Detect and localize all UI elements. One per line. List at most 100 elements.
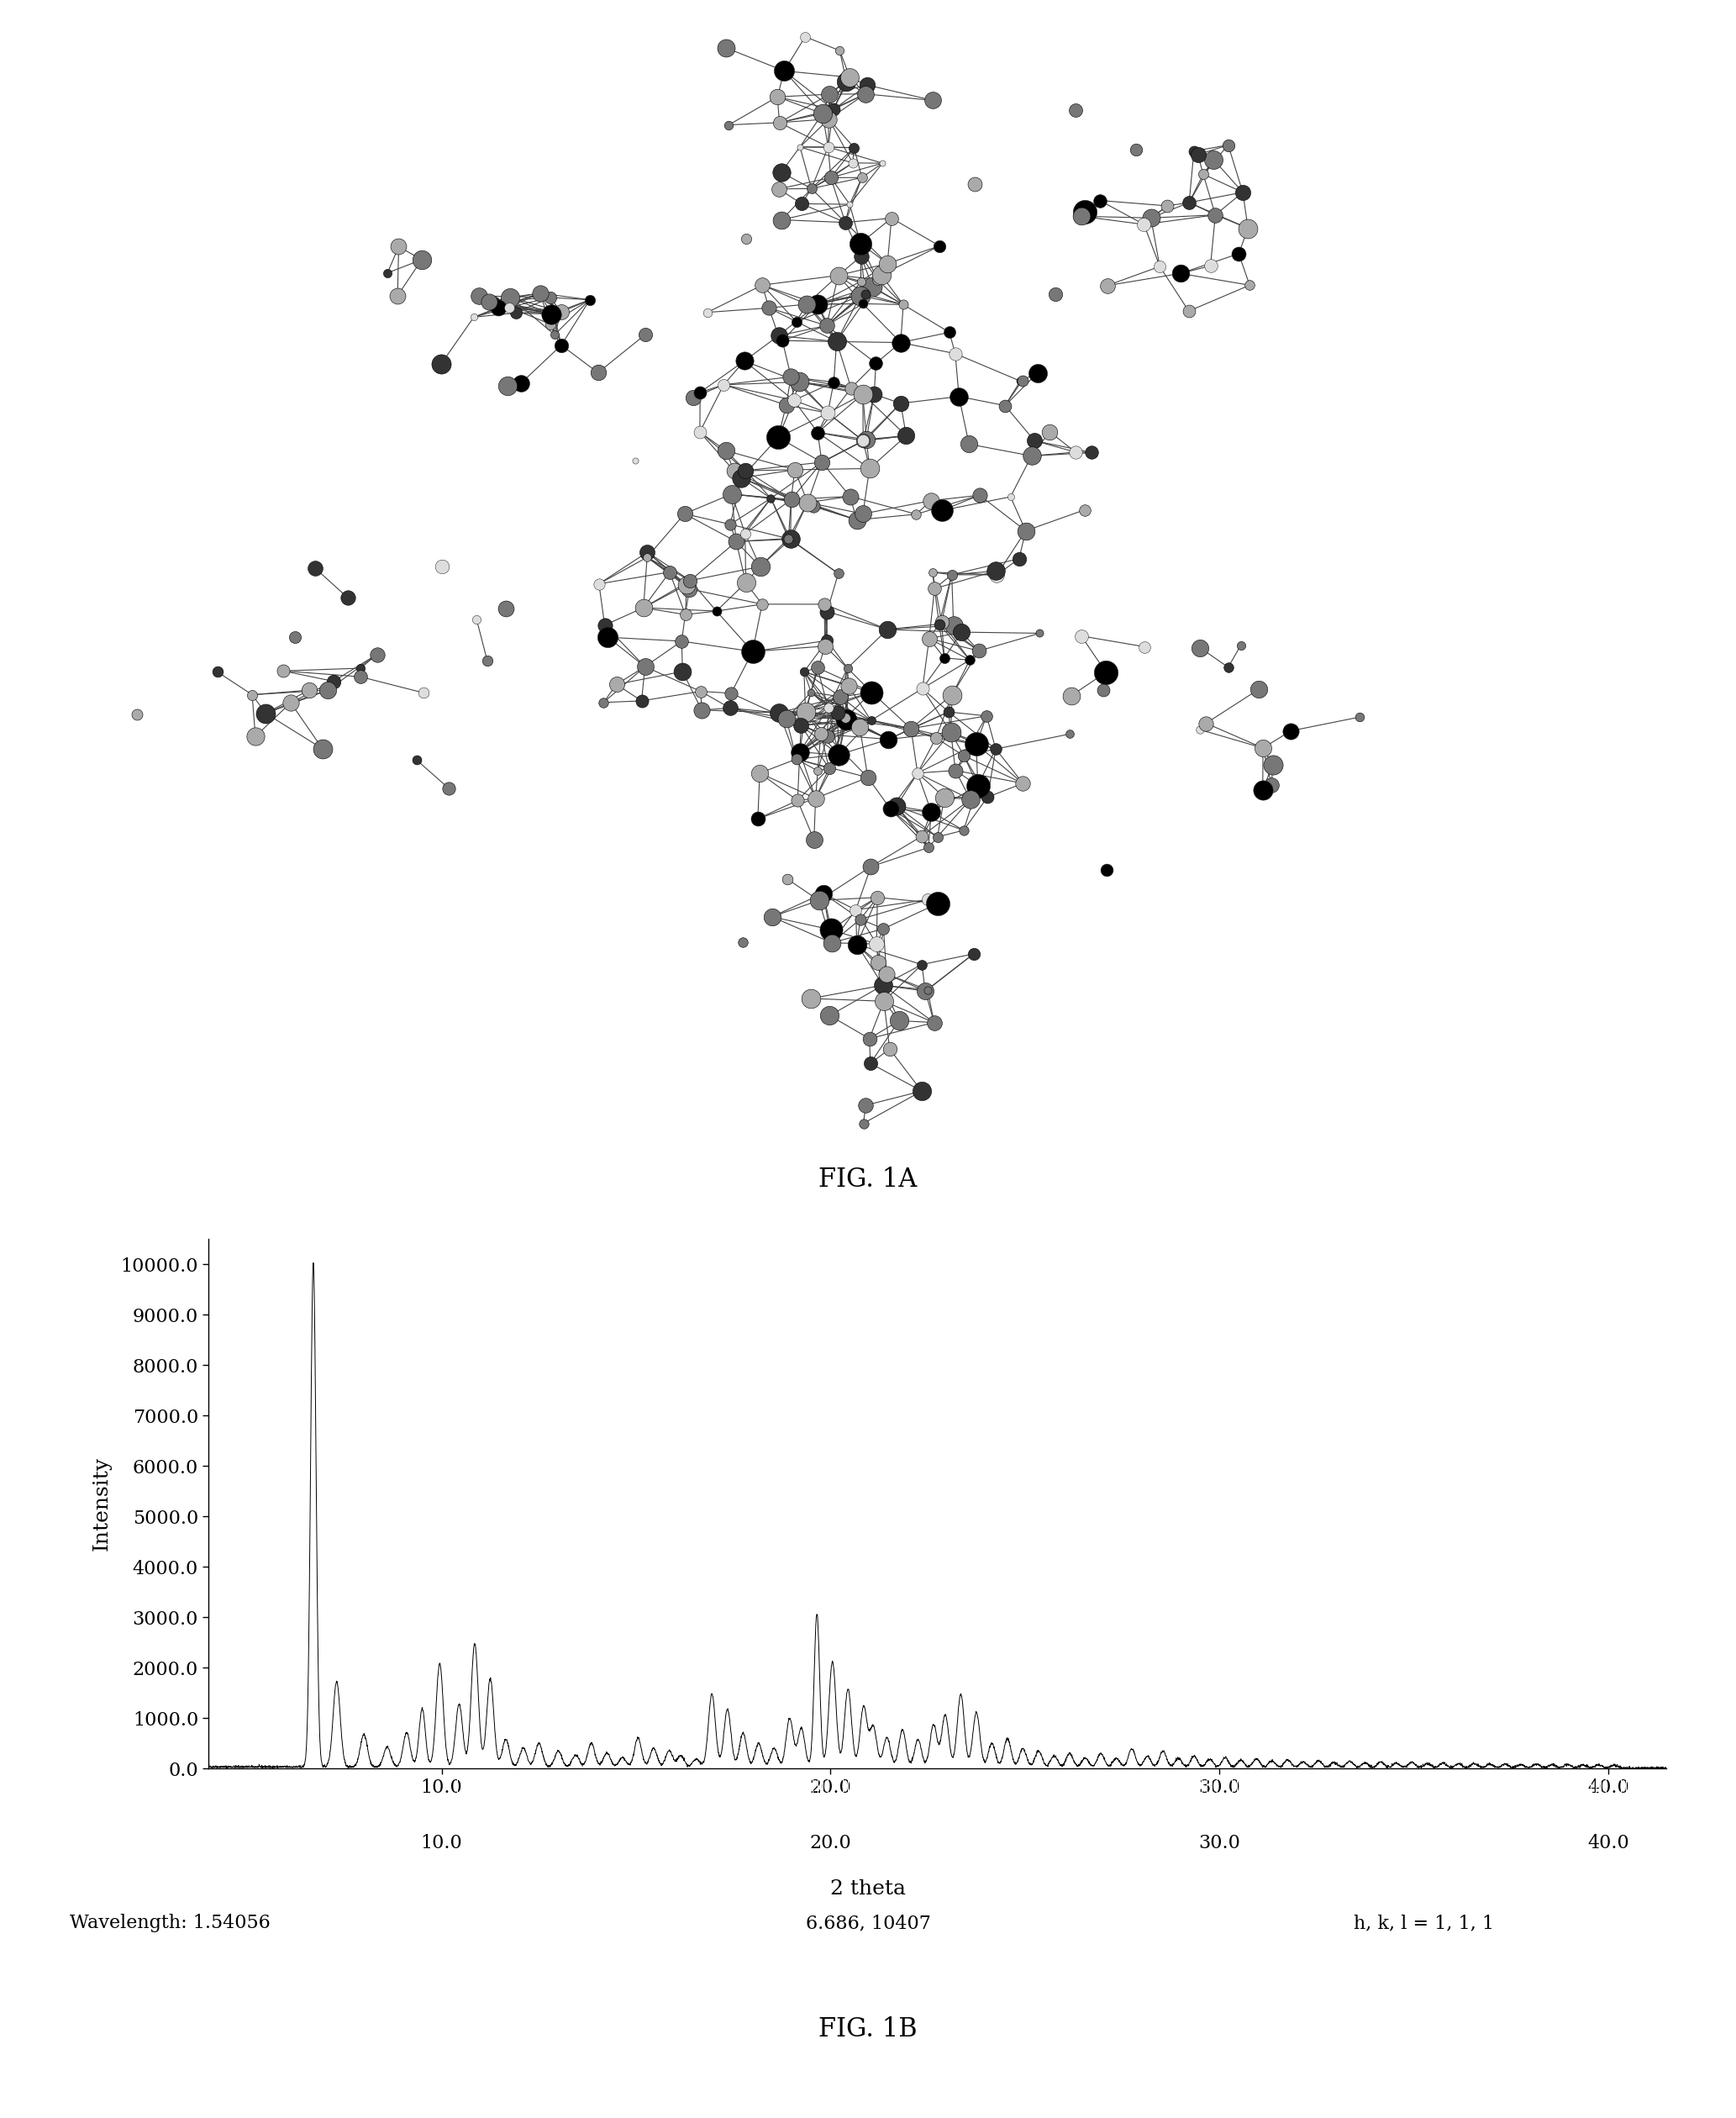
Point bbox=[847, 265, 875, 299]
Point bbox=[858, 849, 885, 883]
Point bbox=[983, 733, 1010, 767]
Point bbox=[703, 595, 731, 629]
Text: 40.0: 40.0 bbox=[1587, 1834, 1628, 1853]
Point bbox=[373, 256, 401, 290]
Point bbox=[833, 703, 861, 737]
Point bbox=[865, 945, 892, 979]
Point bbox=[849, 286, 877, 320]
Point bbox=[764, 421, 792, 455]
Point bbox=[934, 695, 962, 729]
Point bbox=[937, 557, 965, 591]
Point bbox=[1167, 256, 1194, 290]
Point bbox=[816, 998, 844, 1031]
Point bbox=[833, 64, 861, 97]
Point bbox=[536, 280, 564, 313]
Point bbox=[797, 676, 825, 710]
Point bbox=[849, 424, 877, 457]
Point bbox=[939, 608, 967, 642]
Point bbox=[427, 347, 455, 381]
Point bbox=[859, 269, 887, 303]
Point bbox=[1226, 237, 1253, 271]
Point bbox=[1201, 197, 1229, 231]
Point bbox=[804, 288, 832, 322]
Point bbox=[1009, 767, 1036, 801]
Point bbox=[811, 587, 838, 621]
Point bbox=[852, 76, 880, 110]
Point bbox=[920, 1006, 948, 1040]
Point bbox=[929, 493, 957, 527]
Point bbox=[1184, 138, 1212, 172]
Point bbox=[1094, 269, 1121, 303]
Point bbox=[814, 129, 842, 163]
Point bbox=[847, 161, 875, 195]
Point bbox=[863, 263, 891, 297]
Point bbox=[764, 80, 792, 114]
Point bbox=[1123, 133, 1151, 167]
Point bbox=[773, 388, 800, 421]
Point bbox=[1200, 142, 1227, 176]
Point bbox=[781, 453, 809, 487]
Point bbox=[774, 521, 802, 555]
Point bbox=[875, 1031, 903, 1065]
Point bbox=[679, 381, 707, 415]
Point bbox=[847, 239, 875, 273]
Point bbox=[1180, 133, 1208, 167]
Point bbox=[950, 739, 977, 773]
Point bbox=[484, 290, 512, 324]
Text: 2 theta: 2 theta bbox=[830, 1879, 906, 1900]
Point bbox=[602, 667, 630, 701]
Point bbox=[481, 284, 509, 318]
Point bbox=[847, 280, 875, 313]
Text: 6.686, 10407: 6.686, 10407 bbox=[806, 1915, 930, 1932]
Point bbox=[536, 307, 564, 341]
Point bbox=[715, 108, 743, 142]
Point bbox=[793, 288, 821, 322]
Point bbox=[818, 926, 845, 959]
Point bbox=[856, 1021, 884, 1055]
Point bbox=[668, 625, 696, 659]
Point bbox=[800, 489, 828, 523]
Point bbox=[429, 549, 457, 582]
Point bbox=[123, 697, 151, 731]
Point bbox=[1062, 434, 1090, 468]
Point bbox=[1345, 701, 1373, 735]
Point bbox=[814, 718, 842, 752]
Text: FIG. 1B: FIG. 1B bbox=[819, 2016, 917, 2042]
Point bbox=[1236, 269, 1264, 303]
Point bbox=[823, 697, 851, 731]
Point bbox=[547, 328, 575, 362]
Point bbox=[825, 258, 852, 292]
Point bbox=[918, 83, 946, 116]
Point bbox=[547, 294, 575, 328]
Point bbox=[203, 654, 231, 688]
Point bbox=[585, 568, 613, 602]
Point bbox=[733, 566, 760, 599]
Point bbox=[766, 697, 793, 731]
Point bbox=[800, 822, 828, 856]
Point bbox=[252, 697, 279, 731]
Point bbox=[319, 665, 347, 699]
Point bbox=[911, 974, 939, 1008]
Point bbox=[408, 244, 436, 277]
Point bbox=[955, 428, 983, 462]
Point bbox=[847, 902, 875, 936]
Point bbox=[917, 794, 944, 828]
Point bbox=[1130, 629, 1158, 663]
Point bbox=[1257, 769, 1285, 803]
Y-axis label: Intensity: Intensity bbox=[92, 1457, 111, 1550]
Point bbox=[1068, 199, 1095, 233]
Point bbox=[410, 676, 437, 710]
Point bbox=[717, 690, 745, 724]
Point bbox=[972, 699, 1000, 733]
Point bbox=[861, 377, 889, 411]
Point bbox=[924, 820, 951, 854]
Point bbox=[1026, 616, 1054, 650]
Point bbox=[1005, 542, 1033, 576]
Point bbox=[924, 887, 951, 921]
Point bbox=[675, 572, 703, 606]
Point bbox=[276, 686, 304, 720]
Point bbox=[849, 1106, 877, 1139]
Point bbox=[792, 695, 819, 729]
Point bbox=[778, 360, 806, 394]
Point bbox=[632, 650, 660, 684]
